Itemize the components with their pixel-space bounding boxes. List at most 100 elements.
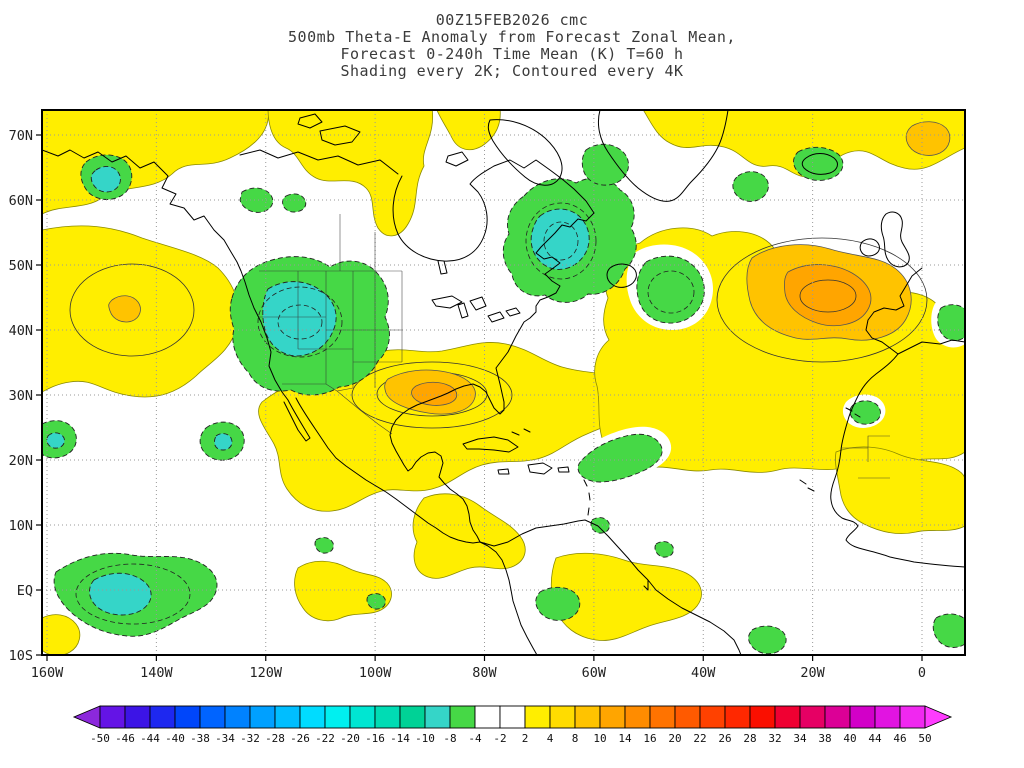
colorbar-cell <box>499 705 526 729</box>
title-line-3: Forecast 0-240h Time Mean (K) T=60 h <box>340 45 684 63</box>
x-tick-label: 20W <box>800 665 825 681</box>
colorbar-cell <box>174 705 201 729</box>
colorbar-tick-label: -38 <box>190 732 210 745</box>
title-line-2: 500mb Theta-E Anomaly from Forecast Zona… <box>288 28 736 46</box>
colorbar-tick-label: 4 <box>547 732 554 745</box>
colorbar-tick-label: -26 <box>290 732 310 745</box>
colorbar-tick-label: 2 <box>522 732 529 745</box>
x-tick-label: 140W <box>140 665 173 681</box>
orange-top-right <box>905 121 951 156</box>
colorbar-tick-label: -44 <box>140 732 160 745</box>
x-tick-label: 160W <box>31 665 64 681</box>
colorbar-tick-label: -50 <box>90 732 110 745</box>
colorbar-cell <box>599 705 626 729</box>
colorbar-tick-label: 20 <box>668 732 681 745</box>
coast-caribbean-islands <box>462 428 591 516</box>
colorbar-cell <box>124 705 151 729</box>
y-tick-label: 70N <box>9 128 33 144</box>
colorbar-tick-label: 8 <box>572 732 579 745</box>
positive-anomaly-bottom-left <box>42 614 81 655</box>
colorbar-cell <box>474 705 501 729</box>
positive-anomaly-top-mid <box>267 110 434 237</box>
teal-core-eastern-canada <box>530 208 590 270</box>
colorbar-cell <box>724 705 751 729</box>
colorbar-cell <box>624 705 651 729</box>
colorbar-tick-label: -2 <box>493 732 506 745</box>
colorbar-cell <box>424 705 451 729</box>
colorbar-cell <box>874 705 901 729</box>
colorbar-cell <box>799 705 826 729</box>
colorbar-cell <box>649 705 676 729</box>
colorbar-cell <box>324 705 351 729</box>
colorbar-cell <box>824 705 851 729</box>
colorbar-cell <box>374 705 401 729</box>
colorbar-tick-label: 28 <box>743 732 756 745</box>
y-tick-label: EQ <box>17 583 33 599</box>
colorbar-tick-label: 22 <box>693 732 706 745</box>
colorbar-tick-label: 44 <box>868 732 882 745</box>
colorbar-tick-label: -40 <box>165 732 185 745</box>
positive-anomaly-central-america <box>412 493 526 579</box>
colorbar-cell <box>699 705 726 729</box>
x-tick-label: 100W <box>359 665 392 681</box>
x-tick-label: 80W <box>472 665 497 681</box>
y-tick-label: 10S <box>9 648 33 664</box>
colorbar-cell <box>524 705 551 729</box>
y-tick-label: 30N <box>9 388 33 404</box>
colorbar-tick-label: 38 <box>818 732 831 745</box>
coast-south-america-north <box>479 519 742 655</box>
colorbar-tick-label: -46 <box>115 732 135 745</box>
coast-africa <box>799 353 965 568</box>
y-tick-label: 60N <box>9 193 33 209</box>
positive-anomaly-east-pacific-tropics <box>294 560 392 622</box>
y-tick-label: 20N <box>9 453 33 469</box>
colorbar-right-arrow <box>924 705 953 729</box>
coast-newfoundland <box>606 263 637 288</box>
colorbar: -50 -46 -44 -40 -38 -34 -32 -28 -26 -22 -20 -16 -14-… <box>72 705 953 745</box>
longitude-axis: 160W 140W 120W 100W 80W 60W 40W 20W 0 <box>31 655 926 681</box>
colorbar-tick-label: -16 <box>365 732 385 745</box>
colorbar-cell <box>399 705 426 729</box>
colorbar-tick-label: 40 <box>843 732 856 745</box>
coast-hudson-bay <box>239 149 595 275</box>
colorbar-cell <box>549 705 576 729</box>
colorbar-tick-label: 10 <box>593 732 606 745</box>
colorbar-cell <box>899 705 926 729</box>
coastlines <box>42 110 965 655</box>
colorbar-tick-label: 16 <box>643 732 656 745</box>
negative-anomaly-tropical-atlantic <box>577 433 663 483</box>
colorbar-cell <box>674 705 701 729</box>
colorbar-cell <box>274 705 301 729</box>
y-tick-label: 50N <box>9 258 33 274</box>
colorbar-cell <box>574 705 601 729</box>
colorbar-cell <box>849 705 876 729</box>
deep-orange-ne-atlantic <box>784 264 872 327</box>
coast-europe <box>859 211 965 355</box>
deep-orange-gulf-coast <box>411 381 458 406</box>
x-tick-label: 40W <box>691 665 716 681</box>
positive-anomaly-top-baffin <box>436 110 501 151</box>
latitude-axis: 70N 60N 50N 40N 30N 20N 10N EQ 10S <box>9 128 42 664</box>
coast-arctic-islands <box>297 113 563 186</box>
state-country-borders <box>259 214 890 479</box>
positive-anomaly-gulf-southern-us <box>258 342 631 512</box>
colorbar-tick-label: -28 <box>265 732 285 745</box>
shaded-anomaly-regions <box>42 110 965 655</box>
x-tick-label: 120W <box>249 665 282 681</box>
colorbar-tick-label: 32 <box>768 732 781 745</box>
positive-anomaly-west-africa <box>835 446 965 534</box>
colorbar-cell <box>99 705 126 729</box>
teal-core-equatorial-pacific <box>89 572 152 616</box>
colorbar-cell <box>224 705 251 729</box>
plot-frame <box>41 109 966 656</box>
colorbar-tick-label: 14 <box>618 732 632 745</box>
y-tick-label: 40N <box>9 323 33 339</box>
title-line-1: 00Z15FEB2026 cmc <box>435 11 589 29</box>
orange-core-north-pacific <box>108 295 141 323</box>
colorbar-tick-label: -14 <box>390 732 410 745</box>
colorbar-cell <box>249 705 276 729</box>
colorbar-tick-label: -20 <box>340 732 360 745</box>
colorbar-cell <box>349 705 376 729</box>
